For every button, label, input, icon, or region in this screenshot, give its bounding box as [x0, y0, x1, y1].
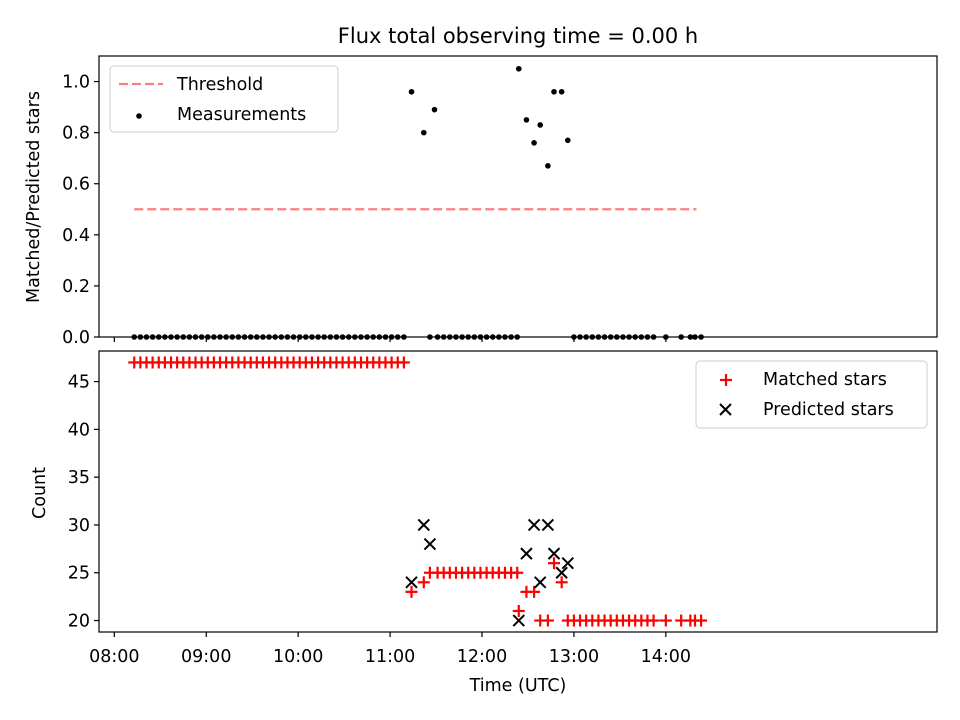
measurement-point: [431, 106, 438, 113]
top-plot-area: [131, 65, 704, 340]
top-chart-title: Flux total observing time = 0.00 h: [338, 24, 698, 48]
predicted-star-point: [555, 566, 568, 579]
bottom-axes-frame: [98, 350, 938, 633]
bottom-x-tick-label: 09:00: [181, 647, 231, 667]
measurement-point: [515, 65, 522, 72]
matched-star-point: [512, 604, 525, 617]
top-y-tick-label: 0.4: [62, 226, 90, 246]
predicted-star-point: [423, 537, 437, 551]
top-y-tick-label: 0.2: [62, 277, 90, 297]
bottom-y-tick-label: 20: [68, 612, 90, 632]
predicted-star-point: [520, 547, 533, 560]
bottom-legend-box: [695, 360, 928, 429]
measurement-point: [545, 163, 551, 169]
measurement-point: [420, 129, 427, 136]
measurement-point: [537, 122, 544, 128]
top-legend-box: [109, 65, 339, 133]
matched-star-point: [541, 614, 554, 627]
top-y-ticks: 0.0 0.2 0.4 0.6 0.8 1.0: [62, 73, 99, 348]
bottom-plot-area: [128, 356, 708, 627]
predicted-legend-label: Predicted stars: [763, 400, 894, 420]
measurement-point: [408, 88, 415, 95]
matched-star-point: [528, 585, 541, 598]
matched-star-point: [695, 614, 708, 627]
top-x-ticks: [113, 337, 667, 342]
top-y-tick-label: 0.8: [62, 124, 90, 144]
bottom-panel: 20 25 30 35 40 45 08:00 09:00 10:00 11:00 12:00 13…: [30, 350, 938, 696]
bottom-y-tick-label: 25: [68, 564, 90, 584]
predicted-star-point: [541, 518, 555, 532]
top-y-tick-label: 0.6: [62, 175, 90, 195]
matched-star-point: [548, 557, 561, 570]
matched-star-point: [659, 614, 672, 627]
bottom-y-tick-label: 30: [68, 516, 90, 536]
bottom-x-axis-label: Time (UTC): [469, 676, 567, 696]
matched-star-point: [397, 356, 410, 369]
matched-star-point: [511, 566, 524, 579]
matched-star-point: [555, 576, 568, 589]
matched-star-point: [417, 576, 430, 589]
predicted-star-point: [512, 614, 525, 627]
top-legend: Threshold Measurements: [109, 65, 339, 133]
bottom-y-axis-label: Count: [30, 467, 50, 519]
measurement-point: [531, 140, 537, 146]
measurements-legend-label: Measurements: [177, 105, 306, 125]
bottom-x-tick-label: 12:00: [457, 647, 507, 667]
predicted-star-point: [405, 576, 418, 589]
predicted-legend-swatch: [719, 403, 732, 416]
predicted-star-point: [534, 576, 547, 589]
bottom-y-ticks: 20 25 30 35 40 45: [68, 373, 99, 632]
bottom-x-tick-label: 11:00: [365, 647, 415, 667]
top-axes-frame: [98, 55, 938, 338]
top-y-axis-label: Matched/Predicted stars: [24, 91, 44, 303]
matched-legend-label: Matched stars: [763, 370, 887, 390]
bottom-x-tick-label: 10:00: [273, 647, 323, 667]
bottom-x-tick-label: 13:00: [549, 647, 599, 667]
measurements-legend-swatch: [136, 113, 142, 119]
matched-star-point: [647, 614, 660, 627]
measurement-point: [558, 88, 565, 95]
threshold-legend-label: Threshold: [176, 75, 263, 95]
matched-legend-swatch: [720, 374, 732, 386]
predicted-star-point: [547, 547, 561, 560]
predicted-star-point: [561, 556, 574, 570]
measurement-point: [564, 137, 571, 144]
bottom-y-tick-label: 45: [68, 373, 90, 393]
matched-star-point: [405, 585, 418, 598]
bottom-x-tick-label: 14:00: [641, 647, 691, 667]
top-y-tick-label: 0.0: [62, 328, 90, 348]
measurement-point: [551, 88, 557, 95]
top-panel: Flux total observing time = 0.00 h 0.00.…: [24, 24, 938, 348]
measurement-point: [523, 117, 530, 123]
bottom-y-tick-label: 40: [68, 420, 90, 440]
bottom-x-ticks: 08:00 09:00 10:00 11:00 12:00 13:00 14:00: [89, 632, 691, 667]
bottom-legend: Matched stars Predicted stars: [695, 360, 928, 429]
top-y-tick-label: 1.0: [62, 73, 90, 93]
predicted-star-point: [527, 518, 541, 532]
bottom-x-tick-label: 08:00: [89, 647, 139, 667]
bottom-y-tick-label: 35: [68, 468, 90, 488]
predicted-star-point: [417, 518, 430, 532]
